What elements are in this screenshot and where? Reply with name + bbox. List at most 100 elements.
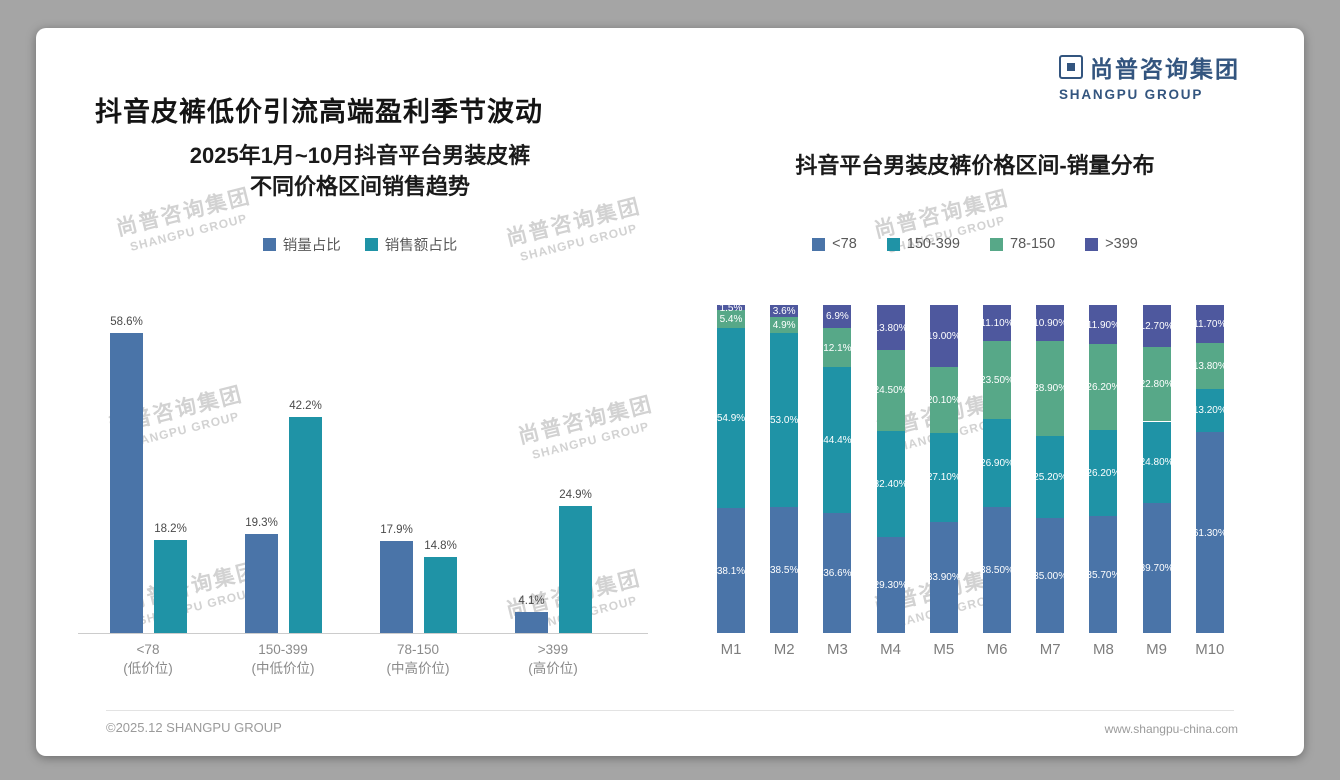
bar-segment [1142, 346, 1171, 422]
bar-segment-label: 36.6% [823, 568, 852, 579]
bar-value-label: 19.3% [245, 517, 278, 529]
bar-segment-label: 26.90% [980, 457, 1014, 469]
bar-segment [1195, 305, 1224, 344]
legend-swatch [886, 237, 900, 251]
x-axis-label: <78 (低价位) [78, 640, 218, 678]
bar-segment-label: 11.10% [980, 318, 1014, 330]
legend-item: 78-150 [990, 236, 1055, 252]
left-chart-legend: 销量占比 销售额占比 [120, 234, 600, 255]
bar-segment-label: 10.90% [1033, 317, 1068, 329]
x-axis-label-line1: 150-399 [258, 642, 308, 657]
bar-segment [1195, 388, 1224, 432]
grouped-bar-chart: 58.6% 18.2% <78 (低价位) 19.3% 42.2% 150-399 (中低价位… [78, 316, 648, 676]
bar-value-label: 14.8% [424, 540, 457, 552]
bar-segment-label: 35.00% [1033, 570, 1068, 582]
bar-segment [1036, 340, 1065, 436]
bar-segment [876, 430, 905, 537]
bar-segment-label: 26.20% [1086, 382, 1121, 393]
bar [289, 417, 322, 633]
bar-value-label: 17.9% [380, 524, 413, 536]
x-axis-label: M9 [1146, 641, 1168, 658]
bar-segment [929, 432, 958, 522]
bar-segment [929, 521, 958, 633]
legend-label: 销量占比 [282, 238, 341, 254]
logo-row: 尚普咨询集团 [1059, 50, 1240, 84]
legend-swatch [364, 238, 378, 251]
bar-segment-label: 11.90% [1086, 319, 1120, 331]
right-chart-title: 抖音平台男装皮裤价格区间-销量分布 [795, 153, 1155, 178]
left-chart-title-line2: 不同价格区间销售趋势 [249, 174, 470, 199]
bar-segment-label: 11.70% [1193, 319, 1227, 331]
bar-segment [770, 332, 799, 507]
legend-label: >399 [1105, 236, 1138, 252]
bar-segment-label: 20.10% [926, 395, 961, 406]
legend-swatch [262, 238, 276, 251]
bar-value-label: 58.6% [110, 316, 143, 328]
legend-swatch [812, 237, 826, 251]
left-chart-title-line1: 2025年1月~10月抖音平台男装皮裤 [189, 143, 531, 168]
bar-segment [876, 536, 905, 633]
bar-segment [983, 506, 1011, 633]
bar-segment-label: 53.0% [770, 414, 799, 426]
bar-segment-label: 19.00% [926, 330, 961, 342]
x-axis-label: M6 [986, 641, 1008, 658]
x-axis-label: M10 [1195, 641, 1225, 658]
bar-segment [876, 350, 905, 431]
bar-segment [1142, 421, 1171, 503]
company-logo: 尚普咨询集团 SHANGPU GROUP [1059, 50, 1240, 102]
bar-segment [1195, 431, 1224, 633]
footer-copyright: ©2025.12 SHANGPU GROUP [106, 720, 282, 735]
x-axis-label-line2: (中低价位) [251, 661, 315, 676]
bar-segment-label: 26.20% [1086, 467, 1121, 479]
bar-segment-label: 54.9% [716, 413, 746, 424]
legend-item: 销售额占比 [364, 234, 458, 255]
bar-segment-label: 3.6% [772, 305, 796, 317]
x-axis-label: M3 [826, 641, 848, 658]
bar-segment [1036, 305, 1065, 341]
x-axis-label: 150-399 (中低价位) [213, 640, 353, 678]
bar-segment [1036, 435, 1065, 519]
bar [559, 506, 592, 633]
bar-segment [1036, 518, 1065, 633]
bar-segment [770, 305, 799, 317]
bar-segment [823, 367, 852, 513]
bar-segment-label: 13.20% [1192, 405, 1227, 417]
bar-segment [1089, 305, 1118, 344]
right-chart-legend: <78 150-399 78-150 >399 [735, 236, 1215, 252]
bar-value-label: 4.1% [518, 595, 545, 607]
bar-segment-label: 38.50% [980, 564, 1014, 576]
footer-website: www.shangpu-china.com [1104, 722, 1238, 736]
legend-label: 150-399 [906, 236, 960, 252]
x-axis-label-line2: (低价位) [123, 661, 173, 676]
bar-segment-label: 39.70% [1139, 562, 1174, 574]
x-axis-label: M1 [720, 641, 742, 658]
bar-segment-label: 13.80% [1192, 361, 1227, 372]
x-axis-label-line2: (高价位) [528, 661, 578, 676]
bar-segment-label: 61.30% [1192, 527, 1227, 539]
x-axis-label: M7 [1039, 641, 1061, 658]
bar-segment-label: 33.90% [926, 572, 961, 584]
bar-segment-label: 13.80% [873, 322, 908, 334]
legend-label: 78-150 [1010, 236, 1056, 252]
bar-value-label: 42.2% [289, 400, 322, 412]
logo-icon [1059, 55, 1083, 79]
left-chart-title: 2025年1月~10月抖音平台男装皮裤 不同价格区间销售趋势 [120, 140, 600, 202]
bar-segment-label: 25.20% [1033, 471, 1068, 483]
bar-segment-label: 1.5% [719, 302, 743, 314]
bar [154, 540, 187, 633]
x-axis-label: M4 [880, 641, 902, 658]
bar-segment-label: 24.80% [1139, 457, 1174, 469]
bar-segment [876, 305, 905, 351]
bar-segment [983, 341, 1011, 419]
x-axis-label: M2 [773, 641, 795, 658]
legend-label: 销售额占比 [384, 238, 458, 254]
bar [515, 612, 548, 633]
bar-segment-label: 38.1% [716, 565, 746, 577]
x-axis-label-line1: 78-150 [396, 642, 440, 657]
logo-name-en: SHANGPU GROUP [1059, 87, 1204, 102]
bar-segment-label: 28.90% [1033, 383, 1068, 395]
bar-segment-label: 44.4% [823, 435, 852, 447]
legend-label: <78 [832, 236, 857, 252]
bar-segment-label: 12.70% [1139, 320, 1174, 332]
bar-segment [717, 508, 745, 633]
